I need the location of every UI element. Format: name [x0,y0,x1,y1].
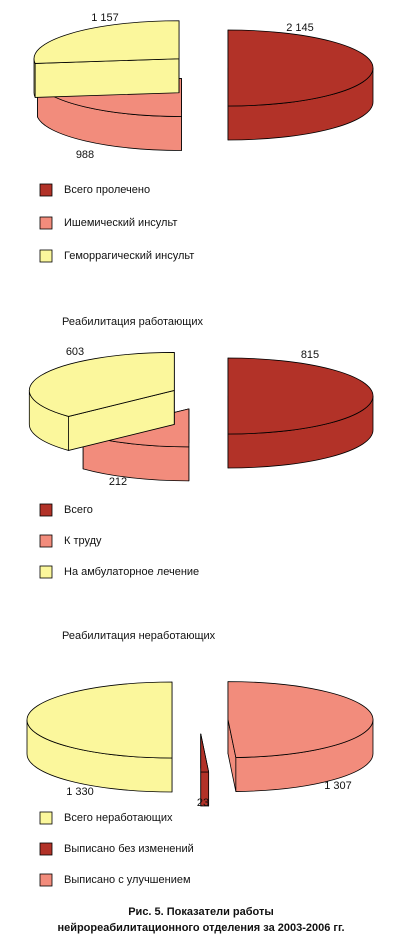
legend-swatch [39,183,53,197]
slice-top [227,681,374,758]
slice [200,733,210,807]
slice-top [227,29,374,107]
value-label: 23 [197,797,209,809]
legend-label: К труду [64,535,102,547]
slice-side [34,58,180,98]
legend-swatch [39,873,53,887]
slice-top [33,20,180,64]
legend-label: Геморрагический инсульт [64,250,194,262]
slice [227,681,374,792]
value-label: 2 145 [286,22,314,34]
slice [26,681,173,793]
slice [227,29,374,141]
legend-label: Всего [64,504,93,516]
slice-top [200,733,210,773]
chart-title: Реабилитация работающих [62,316,203,328]
legend-swatch [39,216,53,230]
legend-label: Всего пролечено [64,184,150,196]
legend-label: Выписано с улучшением [64,874,191,886]
slice [227,357,374,469]
value-label: 1 330 [66,786,94,798]
value-label: 212 [109,476,127,488]
caption: нейрореабилитационного отделения за 2003… [57,922,344,934]
value-label: 603 [66,346,84,358]
legend-label: Выписано без изменений [64,843,194,855]
legend-label: Всего неработающих [64,812,173,824]
legend-label: Ишемический инсульт [64,217,177,229]
value-label: 815 [301,349,319,361]
legend-swatch [39,565,53,579]
value-label: 988 [76,149,94,161]
legend-label: На амбулаторное лечение [64,566,199,578]
legend-swatch [39,534,53,548]
legend-swatch [39,811,53,825]
legend-swatch [39,249,53,263]
legend-swatch [39,842,53,856]
slice [33,20,180,98]
value-label: 1 157 [91,12,119,24]
legend-swatch [39,503,53,517]
value-label: 1 307 [324,780,352,792]
slice-top [28,352,175,417]
chart-title: Реабилитация неработающих [62,630,216,642]
caption: Рис. 5. Показатели работы [128,906,274,918]
slice-wall [33,58,36,98]
slice-top [227,357,374,435]
slice [28,352,175,451]
slice-top [26,681,173,759]
